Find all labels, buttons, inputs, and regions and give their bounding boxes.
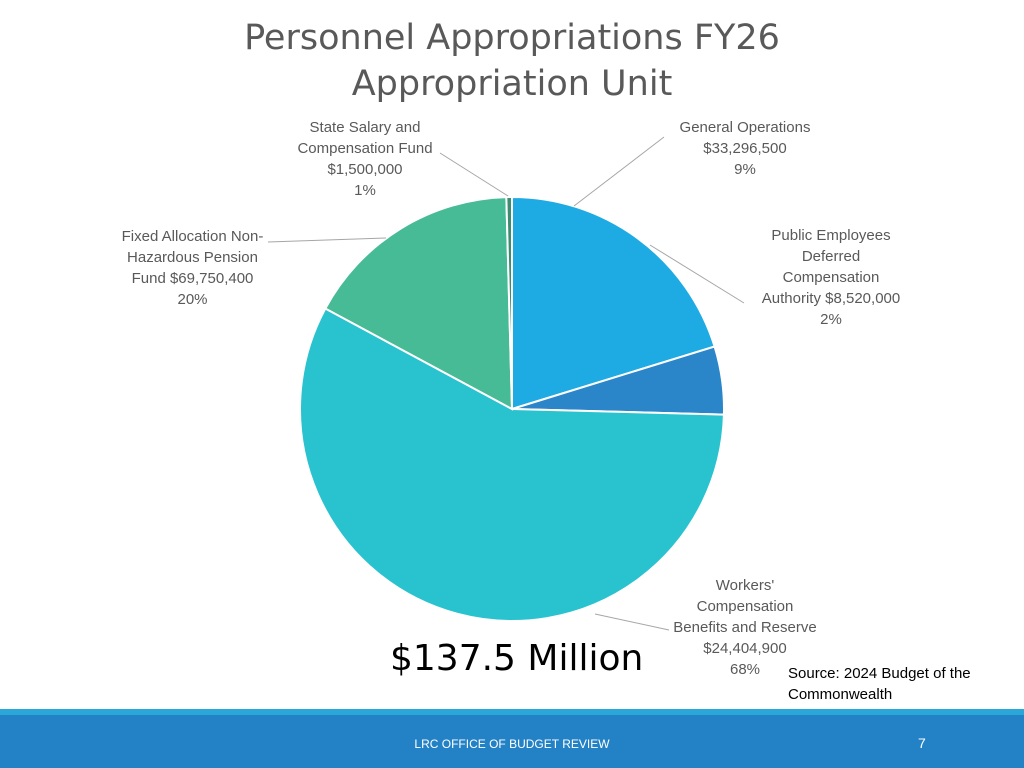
label-state-salary-line2: Compensation Fund xyxy=(297,140,433,157)
label-general-operations: General Operations $33,296,500 9% xyxy=(655,117,835,180)
label-public-employees-line2: Deferred xyxy=(801,248,861,265)
label-workers-comp-line2: Compensation xyxy=(696,598,794,615)
label-fixed-allocation-line1: Fixed Allocation Non- xyxy=(121,228,264,245)
leader-line-workers-comp xyxy=(594,613,670,631)
label-public-employees: Public Employees Deferred Compensation A… xyxy=(745,225,917,330)
label-general-operations-line1: General Operations xyxy=(679,119,811,136)
label-general-operations-line3: 9% xyxy=(734,161,756,178)
pie-slice-fixed-allocation xyxy=(323,196,514,411)
label-fixed-allocation-line3: Fund $69,750,400 xyxy=(131,270,254,287)
label-state-salary-line3: $1,500,000 xyxy=(327,161,403,178)
pie-chart xyxy=(267,136,745,631)
label-workers-comp-line5: 68% xyxy=(729,661,761,678)
chart-title-line2: Appropriation Unit xyxy=(351,64,673,104)
label-public-employees-line5: 2% xyxy=(820,311,842,328)
footer-accent-line xyxy=(0,709,1024,715)
leader-line-fixed-allocation xyxy=(267,237,387,243)
label-state-salary-line4: 1% xyxy=(354,182,376,199)
leader-line-public-employees xyxy=(649,244,745,304)
label-fixed-allocation-line4: 20% xyxy=(177,291,208,308)
label-public-employees-line3: Compensation xyxy=(782,269,880,286)
leader-line-state-salary xyxy=(439,152,509,197)
total-amount: $137.5 Million xyxy=(390,638,644,679)
label-fixed-allocation-line2: Hazardous Pension xyxy=(127,249,258,266)
pie-slice-workers-comp xyxy=(299,307,725,622)
chart-title-line1: Personnel Appropriations FY26 xyxy=(244,18,780,58)
label-workers-comp: Workers' Compensation Benefits and Reser… xyxy=(660,575,830,680)
pie-slice-general-operations xyxy=(511,195,716,411)
label-state-salary: State Salary and Compensation Fund $1,50… xyxy=(275,117,455,201)
label-workers-comp-line1: Workers' xyxy=(715,577,775,594)
page-number: 7 xyxy=(918,735,926,751)
footer-title: LRC OFFICE OF BUDGET REVIEW xyxy=(414,737,610,751)
label-state-salary-line1: State Salary and xyxy=(309,119,421,136)
label-fixed-allocation: Fixed Allocation Non- Hazardous Pension … xyxy=(105,226,280,310)
label-general-operations-line2: $33,296,500 xyxy=(703,140,787,157)
label-workers-comp-line3: Benefits and Reserve xyxy=(673,619,817,636)
label-workers-comp-line4: $24,404,900 xyxy=(703,640,787,657)
footer-bar: LRC OFFICE OF BUDGET REVIEW 7 xyxy=(0,715,1024,768)
leader-line-general-operations xyxy=(573,136,665,207)
source-line2: Commonwealth xyxy=(788,686,893,703)
source-note: Source: 2024 Budget of the Commonwealth xyxy=(788,663,971,705)
source-line1: Source: 2024 Budget of the xyxy=(788,665,971,682)
label-public-employees-line1: Public Employees xyxy=(771,227,891,244)
pie-slice-state-salary xyxy=(505,195,513,410)
label-public-employees-line4: Authority $8,520,000 xyxy=(761,290,901,307)
